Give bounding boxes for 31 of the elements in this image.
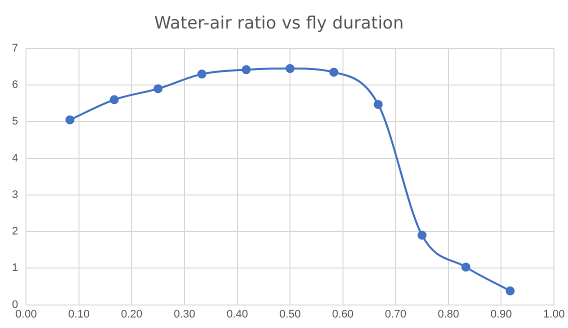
point	[242, 65, 251, 74]
x-tick-label: 0.70	[384, 308, 406, 320]
point	[418, 230, 427, 240]
point	[154, 84, 163, 94]
y-tick-label: 5	[12, 116, 18, 128]
x-tick-label: 0.00	[15, 308, 37, 320]
y-tick-label: 3	[12, 188, 18, 201]
x-tick-label: 0.50	[279, 308, 301, 320]
y-tick-label: 6	[12, 79, 18, 92]
x-tick-label: 0.60	[332, 308, 354, 320]
x-tick-label: 0.20	[120, 308, 142, 320]
point	[461, 262, 470, 272]
y-tick-label: 4	[12, 152, 18, 164]
x-tick-label: 1.00	[543, 308, 565, 320]
x-tick-label: 0.30	[174, 308, 196, 320]
point	[329, 68, 338, 77]
chart-title: Water-air ratio vs fly duration	[154, 14, 404, 34]
point	[197, 70, 206, 79]
x-tick-label: 0.80	[438, 308, 460, 320]
point	[506, 286, 515, 296]
point	[65, 115, 74, 124]
point	[374, 100, 383, 109]
y-tick-label: 2	[12, 226, 18, 238]
point	[286, 64, 295, 74]
x-tick-label: 0.40	[226, 308, 248, 320]
x-tick-label: 0.10	[68, 308, 90, 320]
point	[110, 95, 119, 104]
x-tick-label: 0.90	[490, 308, 512, 320]
y-tick-label: 1	[12, 262, 18, 274]
y-tick-label: 7	[12, 42, 18, 54]
y-tick-label: 0	[12, 298, 18, 311]
